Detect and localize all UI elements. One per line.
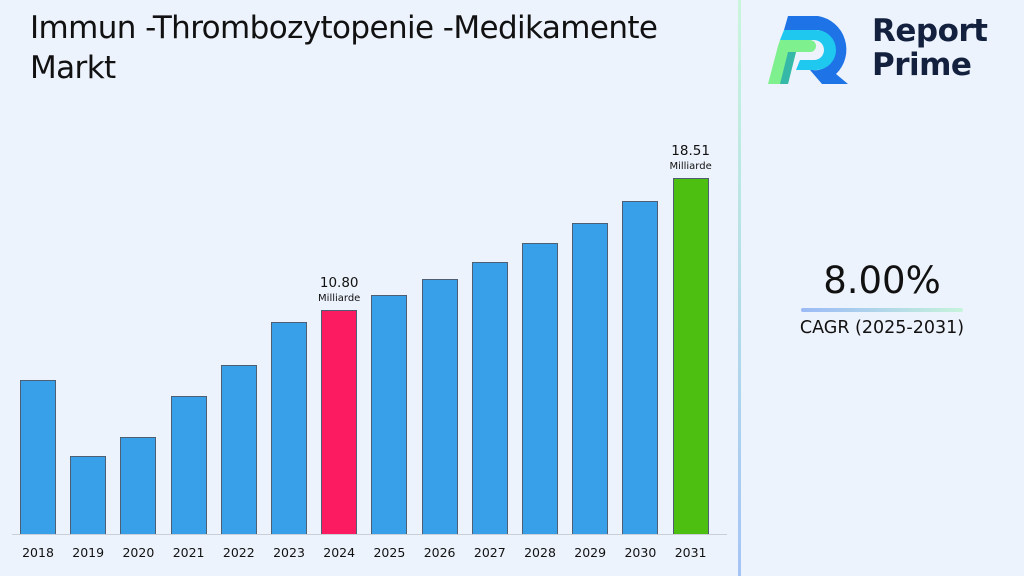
bar-chart: 2018 2019 2020 2021 2022 2023 2024 2025 2026 2027… <box>12 142 731 560</box>
bar-2019 <box>70 456 107 534</box>
x-label-2019: 2019 <box>72 545 105 560</box>
x-label-2018: 2018 <box>22 545 54 560</box>
brand-name-line1: Report <box>872 13 988 49</box>
x-label-2029: 2029 <box>574 545 607 560</box>
bar-2026 <box>421 279 458 534</box>
x-label-2030: 2030 <box>624 545 657 560</box>
vertical-divider <box>738 0 741 576</box>
value-label-2031: 18.51 Milliarde <box>651 142 731 174</box>
cagr-panel: 8.00% CAGR (2025-2031) <box>790 258 974 340</box>
bar-2029 <box>572 223 609 534</box>
bar-2021 <box>170 396 207 534</box>
cagr-underline <box>801 308 963 312</box>
bar-2031 <box>672 178 709 534</box>
x-label-2022: 2022 <box>222 545 255 560</box>
value-unit: Milliarde <box>669 161 712 172</box>
x-label-2024: 2024 <box>323 545 356 560</box>
x-label-2027: 2027 <box>473 545 506 560</box>
bar-2022 <box>220 365 257 534</box>
x-label-2023: 2023 <box>273 545 305 560</box>
bar-2018 <box>20 380 56 534</box>
bar-2020 <box>120 437 157 534</box>
x-axis-line <box>12 534 727 535</box>
brand-name-line2: Prime <box>872 47 972 83</box>
brand-name: Report Prime <box>872 14 988 82</box>
bar-2030 <box>622 201 659 534</box>
value-number: 18.51 <box>671 143 710 159</box>
x-label-2028: 2028 <box>524 545 556 560</box>
report-prime-logo-icon <box>768 16 848 84</box>
bar-2024 <box>321 310 358 534</box>
cagr-value: 8.00% <box>823 259 941 302</box>
brand-logo: Report Prime <box>766 14 1006 88</box>
bar-2025 <box>371 295 408 534</box>
x-label-2021: 2021 <box>172 545 205 560</box>
x-label-2025: 2025 <box>373 545 406 560</box>
chart-title: Immun -Thrombozytopenie -Medikamente Mar… <box>30 10 658 86</box>
bar-2023 <box>271 322 307 534</box>
value-number: 10.80 <box>319 275 359 291</box>
bar-2027 <box>471 262 508 534</box>
value-label-2024: 10.80 Milliarde <box>299 274 379 306</box>
x-label-2031: 2031 <box>674 545 707 560</box>
cagr-label: CAGR (2025-2031) <box>799 318 965 338</box>
x-label-2026: 2026 <box>423 545 456 560</box>
x-label-2020: 2020 <box>122 545 155 560</box>
bar-2028 <box>522 243 558 534</box>
value-unit: Milliarde <box>318 293 361 304</box>
